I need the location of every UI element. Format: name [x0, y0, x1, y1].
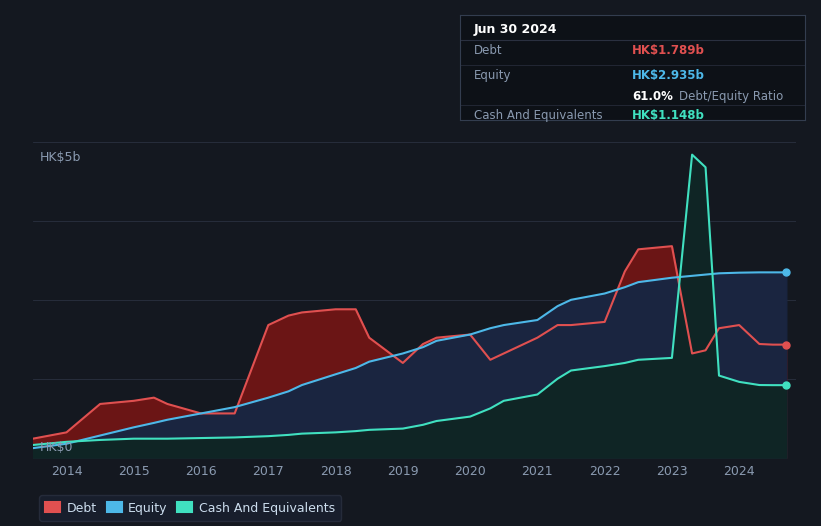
Text: Cash And Equivalents: Cash And Equivalents: [474, 109, 602, 123]
Legend: Debt, Equity, Cash And Equivalents: Debt, Equity, Cash And Equivalents: [39, 495, 341, 521]
Text: Debt: Debt: [474, 44, 502, 57]
Text: Jun 30 2024: Jun 30 2024: [474, 23, 557, 36]
Text: HK$1.148b: HK$1.148b: [632, 109, 705, 123]
Text: Equity: Equity: [474, 69, 511, 83]
Text: HK$5b: HK$5b: [39, 151, 81, 165]
Text: HK$1.789b: HK$1.789b: [632, 44, 705, 57]
Text: HK$0: HK$0: [39, 441, 73, 454]
Text: HK$2.935b: HK$2.935b: [632, 69, 705, 83]
Text: Debt/Equity Ratio: Debt/Equity Ratio: [679, 90, 783, 104]
Text: 61.0%: 61.0%: [632, 90, 673, 104]
